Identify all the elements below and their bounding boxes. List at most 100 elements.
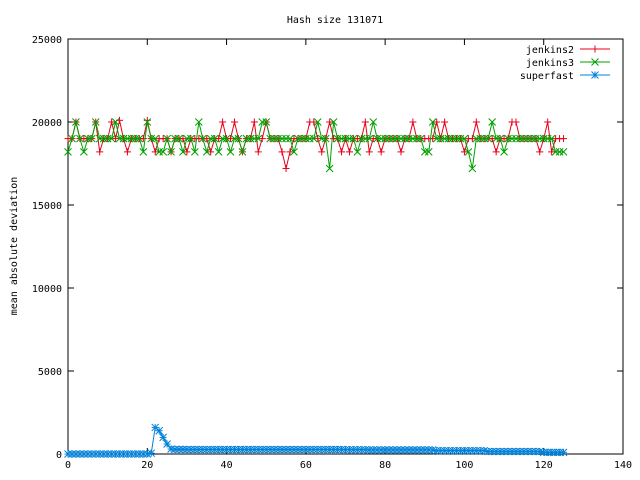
x-tick-label: 0: [65, 460, 71, 471]
data-point-jenkins2: [215, 135, 223, 143]
data-point-jenkins2: [286, 148, 294, 156]
data-point-jenkins2: [560, 135, 568, 143]
legend: jenkins2 jenkins3 superfast: [520, 45, 610, 82]
data-point-jenkins3: [321, 134, 330, 143]
legend-label-jenkins2: jenkins2: [526, 45, 574, 56]
x-tick-label: 40: [221, 460, 233, 471]
data-point-jenkins3: [313, 118, 322, 126]
data-point-jenkins2: [108, 118, 116, 126]
data-point-jenkins3: [460, 134, 469, 143]
data-point-jenkins3: [210, 134, 219, 143]
data-point-jenkins3: [254, 134, 263, 143]
data-point-jenkins2: [512, 118, 520, 126]
x-tick-label: 20: [141, 460, 153, 471]
y-tick-label: 25000: [32, 35, 62, 46]
data-point-jenkins3: [80, 148, 88, 156]
data-point-jenkins2: [318, 148, 326, 156]
series-superfast: [64, 423, 568, 458]
data-point-jenkins3: [262, 118, 271, 126]
data-point-jenkins3: [76, 134, 84, 143]
data-point-jenkins3: [424, 148, 433, 156]
data-point-jenkins3: [107, 134, 116, 143]
data-point-jenkins3: [175, 134, 183, 143]
data-point-jenkins3: [111, 118, 120, 126]
data-point-jenkins3: [222, 134, 231, 143]
data-point-jenkins2: [365, 148, 373, 156]
data-point-jenkins3: [234, 134, 243, 143]
data-point-jenkins3: [428, 118, 437, 126]
data-point-jenkins3: [64, 148, 72, 156]
data-point-jenkins3: [87, 134, 96, 143]
data-point-jenkins3: [416, 134, 425, 143]
data-point-jenkins2: [397, 148, 405, 156]
data-point-jenkins3: [325, 164, 334, 173]
data-point-jenkins2: [326, 118, 334, 126]
data-point-jenkins3: [151, 134, 160, 143]
data-point-jenkins2: [203, 135, 211, 143]
data-point-jenkins2: [460, 148, 468, 156]
data-point-jenkins2: [468, 135, 476, 143]
data-point-jenkins2: [536, 148, 544, 156]
data-point-jenkins2: [472, 118, 480, 126]
data-point-jenkins3: [468, 164, 477, 173]
data-point-jenkins3: [187, 134, 195, 143]
data-point-jenkins2: [314, 135, 322, 143]
data-point-jenkins2: [345, 148, 353, 156]
data-point-jenkins2: [227, 135, 235, 143]
plot-area-frame: [67, 38, 624, 455]
legend-marker-jenkins3: [591, 58, 599, 66]
data-point-jenkins3: [159, 148, 167, 156]
data-point-jenkins2: [183, 148, 191, 156]
data-point-jenkins2: [123, 148, 131, 156]
legend-label-superfast: superfast: [520, 71, 574, 82]
data-point-jenkins3: [365, 134, 374, 143]
y-tick-label: 20000: [32, 118, 62, 129]
data-point-superfast: [147, 449, 156, 458]
data-point-jenkins3: [349, 134, 358, 143]
data-point-jenkins2: [151, 148, 159, 156]
data-point-jenkins3: [163, 134, 171, 143]
data-point-jenkins3: [143, 118, 152, 126]
data-point-jenkins2: [492, 148, 500, 156]
data-point-jenkins3: [238, 148, 247, 156]
data-point-jenkins3: [202, 148, 211, 156]
data-point-superfast: [163, 440, 171, 448]
y-tick-label: 15000: [32, 201, 62, 212]
data-point-jenkins2: [488, 135, 496, 143]
data-point-jenkins3: [464, 148, 473, 156]
data-point-jenkins2: [258, 135, 266, 143]
data-point-jenkins3: [286, 134, 294, 143]
data-point-jenkins3: [198, 134, 207, 143]
data-point-jenkins2: [139, 135, 147, 143]
data-point-jenkins2: [282, 164, 290, 172]
data-point-jenkins3: [559, 148, 568, 156]
data-point-jenkins3: [194, 118, 203, 126]
data-point-superfast: [151, 423, 160, 432]
data-point-jenkins2: [433, 118, 441, 126]
data-point-jenkins2: [278, 148, 286, 156]
data-point-jenkins3: [496, 134, 504, 143]
chart-title: Hash size 131071: [287, 15, 383, 26]
data-point-superfast: [361, 445, 370, 454]
data-point-jenkins3: [72, 118, 80, 126]
data-point-jenkins2: [179, 135, 187, 143]
legend-marker-superfast: [591, 71, 599, 79]
series-jenkins3: [64, 118, 568, 173]
y-tick-label: 5000: [38, 367, 62, 378]
data-point-jenkins3: [226, 148, 235, 156]
data-point-jenkins2: [96, 148, 104, 156]
y-axis-label: mean absolute deviation: [9, 177, 20, 315]
data-point-jenkins3: [167, 148, 175, 156]
data-point-superfast: [155, 426, 164, 435]
data-point-jenkins2: [250, 118, 258, 126]
data-point-jenkins2: [207, 148, 215, 156]
data-point-jenkins3: [214, 148, 223, 156]
data-point-jenkins2: [361, 118, 369, 126]
x-tick-label: 80: [379, 460, 391, 471]
data-point-superfast: [159, 433, 167, 442]
series-line-jenkins3: [67, 121, 564, 169]
data-point-jenkins2: [231, 118, 238, 126]
data-point-jenkins3: [179, 148, 187, 156]
data-point-jenkins2: [377, 148, 385, 156]
